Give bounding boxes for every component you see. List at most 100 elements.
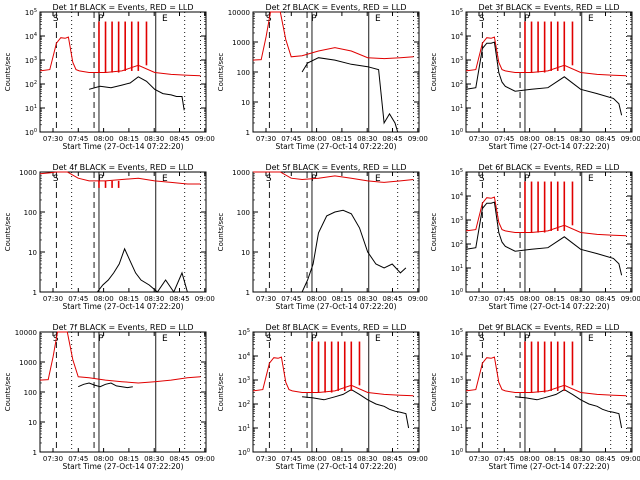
segment-label: E — [588, 14, 594, 24]
plot-frame — [252, 171, 420, 293]
series-events-line — [302, 389, 410, 429]
x-tick-label: 07:45 — [494, 135, 514, 143]
segment-label: P — [524, 334, 530, 344]
x-axis-label: Start Time (27-Oct-14 07:22:20) — [488, 302, 609, 311]
y-tick-label: 105 — [451, 168, 463, 177]
x-tick-label: 07:45 — [494, 295, 514, 303]
segment-label: P — [524, 174, 530, 184]
chart-panel-1: Det 1f BLACK = Events, RED = LLD Counts/s… — [4, 3, 215, 151]
y-tick-label: 103 — [238, 376, 250, 385]
y-tick-label: 100 — [451, 448, 463, 457]
chart-panel-2: Det 2f BLACK = Events, RED = LLD Counts/s… — [217, 3, 428, 151]
x-tick-label: 08:00 — [94, 135, 114, 143]
x-tick-label: 09:00 — [195, 135, 215, 143]
y-tick-label: 1000 — [232, 169, 250, 177]
segment-label: S — [479, 174, 485, 184]
x-axis-label: Start Time (27-Oct-14 07:22:20) — [275, 462, 396, 471]
x-tick-label: 07:45 — [281, 295, 301, 303]
chart-title: Det 6f BLACK = Events, RED = LLD — [478, 163, 619, 172]
x-tick-label: 08:30 — [144, 135, 164, 143]
chart-panel-3: Det 3f BLACK = Events, RED = LLD Counts/s… — [430, 3, 640, 151]
chart-title: Det 4f BLACK = Events, RED = LLD — [52, 163, 193, 172]
x-tick-label: 07:45 — [68, 135, 88, 143]
x-tick-label: 08:30 — [144, 455, 164, 463]
x-tick-label: 08:45 — [169, 455, 189, 463]
x-tick-label: 07:30 — [256, 455, 276, 463]
y-tick-label: 10 — [241, 99, 250, 107]
x-tick-label: 07:30 — [43, 295, 63, 303]
y-tick-label: 102 — [238, 400, 250, 409]
y-tick-label: 104 — [451, 352, 463, 361]
chart-title: Det 5f BLACK = Events, RED = LLD — [265, 163, 406, 172]
y-tick-label: 1000 — [19, 169, 37, 177]
segment-label: P — [311, 334, 317, 344]
series-events-line — [465, 201, 623, 276]
series-lld-line — [465, 356, 627, 397]
y-tick-label: 101 — [238, 424, 250, 433]
x-tick-label: 09:00 — [195, 455, 215, 463]
series-lld-line — [252, 11, 414, 61]
y-axis-label: Counts/sec — [4, 373, 12, 412]
series-events-line — [96, 247, 188, 294]
x-tick-label: 08:15 — [332, 295, 352, 303]
x-tick-label: 09:00 — [408, 295, 428, 303]
y-axis-label: Counts/sec — [430, 213, 438, 252]
x-tick-label: 08:15 — [332, 135, 352, 143]
x-axis-label: Start Time (27-Oct-14 07:22:20) — [488, 462, 609, 471]
y-tick-label: 104 — [25, 32, 37, 41]
y-axis-label: Counts/sec — [430, 53, 438, 92]
x-tick-label: 08:45 — [169, 135, 189, 143]
x-tick-label: 07:30 — [256, 135, 276, 143]
x-tick-label: 09:00 — [621, 135, 640, 143]
y-tick-label: 104 — [238, 352, 250, 361]
x-tick-label: 08:30 — [570, 455, 590, 463]
x-tick-label: 08:15 — [545, 135, 565, 143]
chart-title: Det 9f BLACK = Events, RED = LLD — [478, 323, 619, 332]
y-tick-label: 100 — [451, 288, 463, 297]
y-tick-label: 1 — [246, 129, 250, 137]
y-tick-label: 103 — [451, 216, 463, 225]
x-tick-label: 09:00 — [621, 455, 640, 463]
series-lld-line — [39, 171, 201, 185]
segment-label: S — [53, 14, 59, 24]
chart-panel-6: Det 6f BLACK = Events, RED = LLD Counts/s… — [430, 163, 640, 311]
y-tick-label: 1 — [33, 449, 37, 457]
y-tick-label: 102 — [451, 240, 463, 249]
y-tick-label: 100 — [24, 209, 37, 217]
x-axis-label: Start Time (27-Oct-14 07:22:20) — [62, 142, 183, 151]
series-events-line — [515, 389, 623, 429]
y-tick-label: 103 — [25, 56, 37, 65]
chart-title: Det 7f BLACK = Events, RED = LLD — [52, 323, 193, 332]
x-tick-label: 08:45 — [595, 295, 615, 303]
chart-title: Det 1f BLACK = Events, RED = LLD — [52, 3, 193, 12]
series-events-line — [78, 382, 133, 389]
y-tick-label: 105 — [451, 328, 463, 337]
x-tick-label: 07:30 — [43, 135, 63, 143]
y-axis-label: Counts/sec — [217, 213, 225, 252]
plot-frame — [39, 331, 207, 453]
x-tick-label: 07:30 — [469, 455, 489, 463]
x-tick-label: 07:30 — [469, 295, 489, 303]
plot-frame — [465, 11, 633, 133]
y-tick-label: 101 — [451, 424, 463, 433]
x-tick-label: 08:45 — [595, 135, 615, 143]
x-axis-label: Start Time (27-Oct-14 07:22:20) — [62, 302, 183, 311]
segment-label: E — [162, 174, 168, 184]
plot-frame — [465, 171, 633, 293]
chart-panel-8: Det 8f BLACK = Events, RED = LLD Counts/s… — [217, 323, 428, 471]
x-tick-label: 08:00 — [307, 455, 327, 463]
segment-label: P — [98, 14, 104, 24]
x-tick-label: 08:00 — [307, 135, 327, 143]
plot-frame — [465, 331, 633, 453]
x-tick-label: 07:30 — [469, 135, 489, 143]
series-events-line — [301, 209, 407, 293]
segment-label: S — [266, 174, 272, 184]
plot-frame — [252, 331, 420, 453]
series-events-line — [301, 57, 399, 133]
x-tick-label: 08:30 — [357, 455, 377, 463]
x-tick-label: 08:00 — [307, 295, 327, 303]
x-tick-label: 08:45 — [382, 135, 402, 143]
y-tick-label: 1000 — [232, 39, 250, 47]
x-tick-label: 07:45 — [494, 455, 514, 463]
y-tick-label: 10 — [28, 249, 37, 257]
